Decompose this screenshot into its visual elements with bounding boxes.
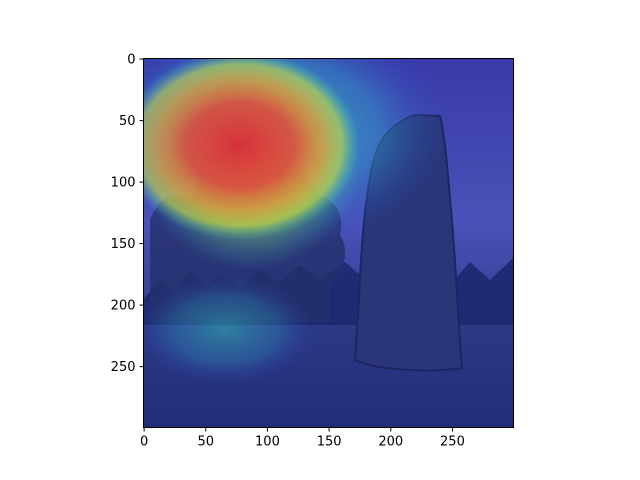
y-tick-label: 250 (111, 360, 136, 375)
plot-area (143, 58, 514, 428)
y-axis: 0 50 100 150 200 250 (111, 53, 144, 375)
y-tick-label: 0 (127, 53, 135, 68)
heatmap-hot-region (143, 58, 360, 240)
x-tick-label: 200 (378, 435, 403, 450)
y-tick-label: 50 (119, 114, 136, 129)
x-tick-label: 150 (317, 435, 342, 450)
x-tick-label: 250 (440, 435, 465, 450)
y-tick-label: 100 (111, 176, 136, 191)
axes-frame (143, 58, 514, 428)
x-axis: 0 50 100 150 200 250 (140, 427, 465, 450)
x-tick-label: 0 (140, 435, 148, 450)
heatmap-lower-glow (143, 275, 315, 385)
x-tick-label: 100 (255, 435, 280, 450)
y-tick-label: 150 (111, 237, 136, 252)
y-tick-label: 200 (111, 299, 136, 314)
x-tick-label: 50 (198, 435, 215, 450)
